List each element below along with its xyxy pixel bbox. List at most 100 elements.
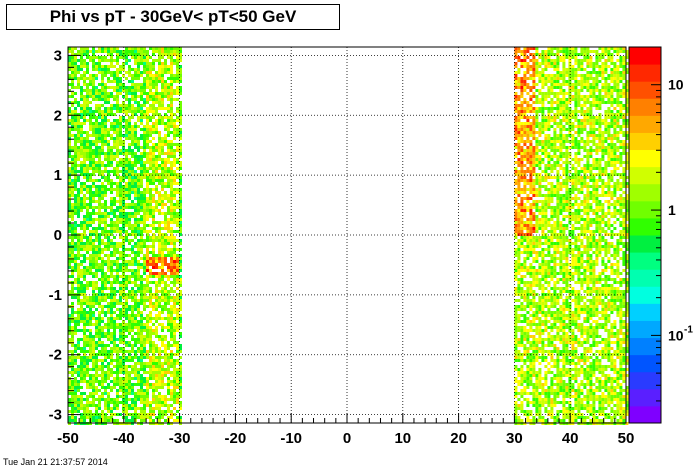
heatmap-cell bbox=[89, 128, 92, 131]
heatmap-cell bbox=[113, 290, 116, 293]
heatmap-cell bbox=[80, 419, 83, 422]
heatmap-cell bbox=[116, 155, 119, 158]
heatmap-cell bbox=[92, 86, 95, 89]
heatmap-cell bbox=[71, 50, 74, 53]
heatmap-cell bbox=[140, 323, 143, 326]
heatmap-cell bbox=[77, 311, 80, 314]
heatmap-cell bbox=[110, 182, 113, 185]
heatmap-cell bbox=[170, 89, 173, 92]
heatmap-cell bbox=[526, 140, 530, 143]
heatmap-cell bbox=[110, 293, 113, 296]
heatmap-cell bbox=[140, 296, 143, 299]
heatmap-cell bbox=[77, 188, 80, 191]
heatmap-cell bbox=[131, 263, 134, 266]
heatmap-cell bbox=[122, 185, 125, 188]
heatmap-cell bbox=[143, 293, 146, 296]
heatmap-cell bbox=[134, 320, 137, 323]
heatmap-cell bbox=[613, 158, 617, 161]
heatmap-cell bbox=[128, 131, 131, 134]
heatmap-cell bbox=[598, 128, 602, 131]
heatmap-cell bbox=[610, 122, 614, 125]
heatmap-cell bbox=[74, 320, 77, 323]
heatmap-cell bbox=[616, 140, 620, 143]
heatmap-cell bbox=[625, 98, 629, 101]
heatmap-cell bbox=[107, 338, 110, 341]
heatmap-cell bbox=[161, 149, 164, 152]
heatmap-cell bbox=[580, 80, 584, 83]
heatmap-cell bbox=[125, 341, 128, 344]
heatmap-cell bbox=[161, 245, 164, 248]
heatmap-cell bbox=[601, 167, 605, 170]
heatmap-cell bbox=[544, 173, 548, 176]
heatmap-cell bbox=[68, 62, 71, 65]
heatmap-cell bbox=[541, 146, 545, 149]
heatmap-cell bbox=[107, 239, 110, 242]
heatmap-cell bbox=[577, 62, 581, 65]
heatmap-cell bbox=[122, 140, 125, 143]
heatmap-cell bbox=[119, 413, 122, 416]
heatmap-cell bbox=[143, 329, 146, 332]
heatmap-cell bbox=[80, 365, 83, 368]
heatmap-cell bbox=[550, 59, 554, 62]
heatmap-cell bbox=[86, 86, 89, 89]
heatmap-cell bbox=[80, 65, 83, 68]
heatmap-cell bbox=[116, 131, 119, 134]
heatmap-cell bbox=[532, 119, 536, 122]
heatmap-cell bbox=[164, 224, 167, 227]
heatmap-cell bbox=[128, 281, 131, 284]
heatmap-cell bbox=[140, 329, 143, 332]
heatmap-cell bbox=[520, 140, 524, 143]
heatmap-cell bbox=[104, 122, 107, 125]
heatmap-cell bbox=[146, 50, 149, 53]
heatmap-cell bbox=[95, 323, 98, 326]
heatmap-cell bbox=[86, 104, 89, 107]
heatmap-cell bbox=[616, 122, 620, 125]
heatmap-cell bbox=[74, 143, 77, 146]
heatmap-cell bbox=[137, 305, 140, 308]
heatmap-cell bbox=[89, 122, 92, 125]
heatmap-cell bbox=[149, 194, 152, 197]
heatmap-cell bbox=[176, 419, 179, 422]
heatmap-cell bbox=[137, 188, 140, 191]
heatmap-cell bbox=[146, 299, 149, 302]
heatmap-cell bbox=[98, 185, 101, 188]
heatmap-cell bbox=[514, 83, 518, 86]
heatmap-cell bbox=[68, 326, 71, 329]
heatmap-cell bbox=[101, 374, 104, 377]
heatmap-cell bbox=[161, 380, 164, 383]
heatmap-cell bbox=[68, 230, 71, 233]
heatmap-cell bbox=[170, 182, 173, 185]
heatmap-cell bbox=[86, 137, 89, 140]
heatmap-cell bbox=[134, 308, 137, 311]
heatmap-cell bbox=[77, 197, 80, 200]
heatmap-cell bbox=[146, 230, 149, 233]
heatmap-cell bbox=[523, 83, 527, 86]
heatmap-cell bbox=[526, 107, 530, 110]
heatmap-cell bbox=[589, 65, 593, 68]
heatmap-cell bbox=[149, 404, 152, 407]
heatmap-cell bbox=[170, 335, 173, 338]
heatmap-cell bbox=[110, 113, 113, 116]
heatmap-cell bbox=[526, 56, 530, 59]
heatmap-cell bbox=[92, 140, 95, 143]
heatmap-cell bbox=[113, 347, 116, 350]
heatmap-cell bbox=[173, 218, 176, 221]
heatmap-cell bbox=[89, 176, 92, 179]
heatmap-cell bbox=[143, 86, 146, 89]
heatmap-cell bbox=[164, 83, 167, 86]
heatmap-cell bbox=[113, 104, 116, 107]
heatmap-cell bbox=[526, 86, 530, 89]
heatmap-cell bbox=[128, 167, 131, 170]
heatmap-cell bbox=[110, 242, 113, 245]
heatmap-cell bbox=[74, 182, 77, 185]
heatmap-cell bbox=[143, 392, 146, 395]
heatmap-cell bbox=[604, 161, 608, 164]
heatmap-cell bbox=[179, 419, 182, 422]
heatmap-cell bbox=[122, 350, 125, 353]
heatmap-cell bbox=[137, 233, 140, 236]
heatmap-cell bbox=[604, 131, 608, 134]
heatmap-cell bbox=[158, 179, 161, 182]
heatmap-cell bbox=[158, 167, 161, 170]
heatmap-cell bbox=[164, 92, 167, 95]
heatmap-cell bbox=[110, 53, 113, 56]
